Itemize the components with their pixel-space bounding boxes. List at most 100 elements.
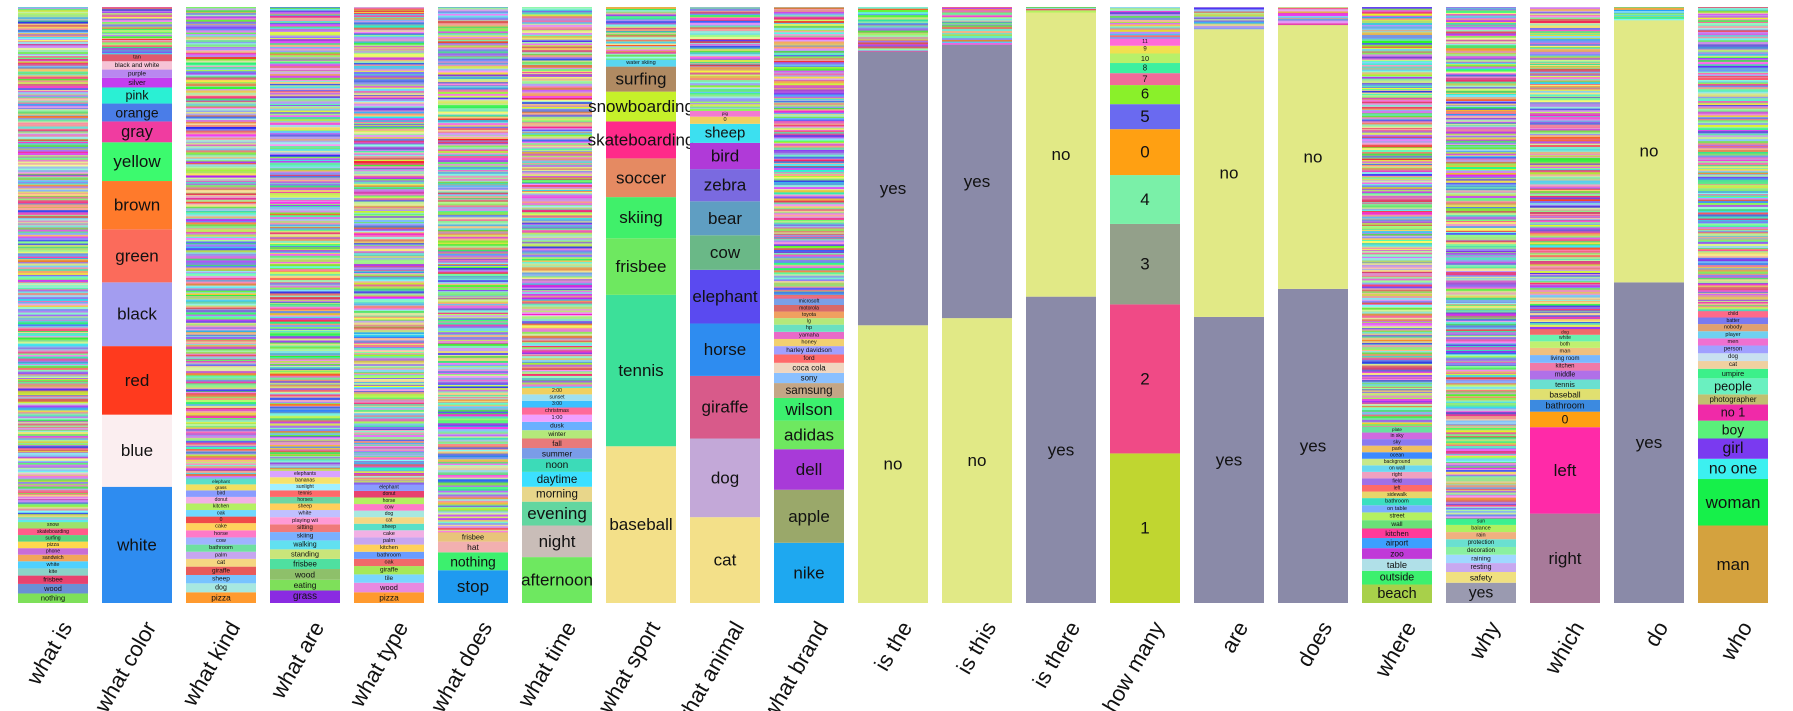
tail-strip [1362, 76, 1432, 79]
tail-strip [690, 34, 760, 38]
tail-strip [522, 144, 592, 146]
tail-strip [270, 104, 340, 107]
tail-strip [270, 226, 340, 229]
tail-strip [1362, 417, 1432, 420]
tail-strip [522, 328, 592, 330]
tail-strip [1362, 15, 1432, 17]
tail-strip [774, 73, 844, 76]
segment-label-what-type-bathroom: bathroom [377, 552, 401, 558]
tail-strip [522, 322, 592, 324]
tail-strip [1446, 424, 1516, 426]
tail-strip [1446, 387, 1516, 390]
tail-strip [438, 11, 508, 13]
tail-strip [1698, 20, 1768, 22]
tail-strip [1698, 100, 1768, 103]
tail-strip [354, 456, 424, 458]
tail-strip [1530, 264, 1600, 267]
tail-strip [1362, 169, 1432, 171]
tail-strip [522, 172, 592, 175]
tail-strip [186, 201, 256, 204]
tail-strip [438, 186, 508, 188]
tail-strip [1530, 7, 1600, 9]
tail-strip [354, 296, 424, 299]
segment-label-why-decoration: decoration [1467, 548, 1495, 554]
tail-strip [18, 106, 88, 108]
segment-label-who-no-1: no 1 [1721, 406, 1746, 420]
tail-strip [774, 188, 844, 191]
tail-strip [1698, 108, 1768, 111]
segment-label-who-woman: woman [1705, 493, 1761, 512]
tail-strip [186, 132, 256, 134]
tail-strip [774, 227, 844, 229]
tail-strip [354, 462, 424, 465]
segment-label-how-many-4: 4 [1140, 190, 1149, 209]
tail-strip [1446, 492, 1516, 495]
tail-strip [942, 7, 1012, 9]
tail-strip [1530, 179, 1600, 181]
tail-strip [354, 252, 424, 256]
segment-what-kind-cat [186, 558, 256, 567]
tail-strip [1446, 48, 1516, 51]
tail-strip [1446, 400, 1516, 403]
tail-strip [1362, 385, 1432, 387]
tail-strip [186, 469, 256, 471]
tail-strip [690, 87, 760, 90]
tail-strip [270, 392, 340, 395]
segment-which-living-room [1530, 355, 1600, 363]
tail-strip [522, 313, 592, 316]
tail-strip [18, 512, 88, 515]
tail-strip [606, 36, 676, 38]
tail-strip [354, 398, 424, 401]
tail-strip [354, 354, 424, 357]
tail-strip [18, 95, 88, 98]
tail-strip [438, 277, 508, 279]
segment-label-where-beach: beach [1377, 586, 1416, 602]
tail-strip [690, 98, 760, 101]
tail-strip [1278, 15, 1348, 17]
tail-strip [438, 155, 508, 159]
tail-strip [438, 51, 508, 54]
tail-strip [186, 414, 256, 416]
tail-strip [354, 445, 424, 446]
tail-strip [354, 308, 424, 310]
tail-strip [1530, 157, 1600, 161]
tail-strip [522, 132, 592, 135]
tail-strip [1362, 177, 1432, 179]
tail-strip [1362, 44, 1432, 47]
tail-strip [186, 416, 256, 418]
tail-strip [1362, 72, 1432, 75]
tail-strip [354, 401, 424, 403]
tail-strip [1698, 121, 1768, 124]
tail-strip [690, 38, 760, 40]
tail-strip [270, 132, 340, 135]
tail-strip [186, 268, 256, 270]
segment-where-airport [1362, 538, 1432, 549]
tail-strip [354, 242, 424, 245]
segment-what-type-cat [354, 517, 424, 524]
tail-strip [18, 415, 88, 417]
tail-strip [18, 278, 88, 280]
tail-strip [354, 436, 424, 439]
tail-strip [1698, 144, 1768, 147]
tail-strip [186, 463, 256, 466]
category-label-where: where [1369, 617, 1421, 682]
tail-strip [1110, 7, 1180, 9]
tail-strip [1446, 232, 1516, 235]
tail-strip [1698, 293, 1768, 296]
tail-strip [1698, 10, 1768, 13]
tail-strip [522, 105, 592, 107]
tail-strip [774, 32, 844, 35]
tail-strip [438, 291, 508, 295]
tail-strip [1530, 279, 1600, 282]
tail-strip [1530, 186, 1600, 188]
segment-label-what-color-green: green [115, 246, 158, 265]
tail-strip [438, 399, 508, 401]
segment-what-are-sheep [270, 503, 340, 511]
tail-strip [438, 150, 508, 154]
tail-strip [774, 214, 844, 216]
tail-strip [774, 284, 844, 287]
tail-strip [186, 269, 256, 271]
tail-strip [690, 55, 760, 57]
segment-what-animal-pig [690, 110, 760, 117]
tail-strip [1362, 183, 1432, 186]
